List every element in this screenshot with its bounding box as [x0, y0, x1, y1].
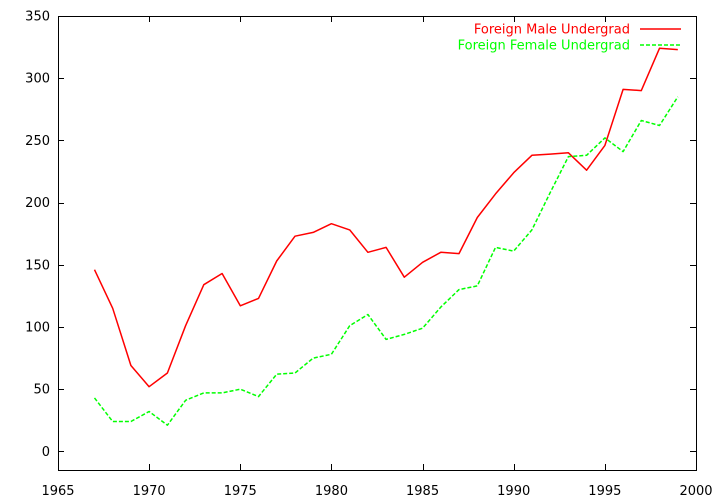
series-lines — [93, 47, 679, 426]
y-tick-label: 350 — [25, 10, 50, 25]
y-tick-label: 150 — [25, 258, 50, 273]
x-axis: 1965 1970 1975 1980 1985 1990 1995 2000 — [41, 16, 713, 499]
y-tick-label: 0 — [42, 445, 50, 460]
y-axis: 0 50 100 150 200 250 300 350 — [25, 10, 696, 460]
x-tick-label: 2000 — [679, 484, 712, 499]
y-tick-label: 300 — [25, 72, 50, 87]
series-line-male — [93, 47, 678, 388]
x-tick-label: 1980 — [315, 484, 348, 499]
y-tick-label: 200 — [25, 196, 50, 211]
y-tick-label: 250 — [25, 134, 50, 149]
plot-frame — [58, 16, 697, 471]
legend-label: Foreign Female Undergrad — [458, 39, 630, 54]
legend-label: Foreign Male Undergrad — [474, 23, 630, 38]
x-tick-label: 1985 — [406, 484, 439, 499]
y-tick-label: 50 — [33, 383, 50, 398]
x-tick-label: 1990 — [497, 484, 530, 499]
x-tick-label: 1995 — [588, 484, 621, 499]
x-tick-label: 1965 — [41, 484, 74, 499]
series-line-female — [93, 96, 679, 426]
y-tick-label: 100 — [25, 320, 50, 335]
x-tick-label: 1975 — [224, 484, 257, 499]
x-tick-label: 1970 — [133, 484, 166, 499]
